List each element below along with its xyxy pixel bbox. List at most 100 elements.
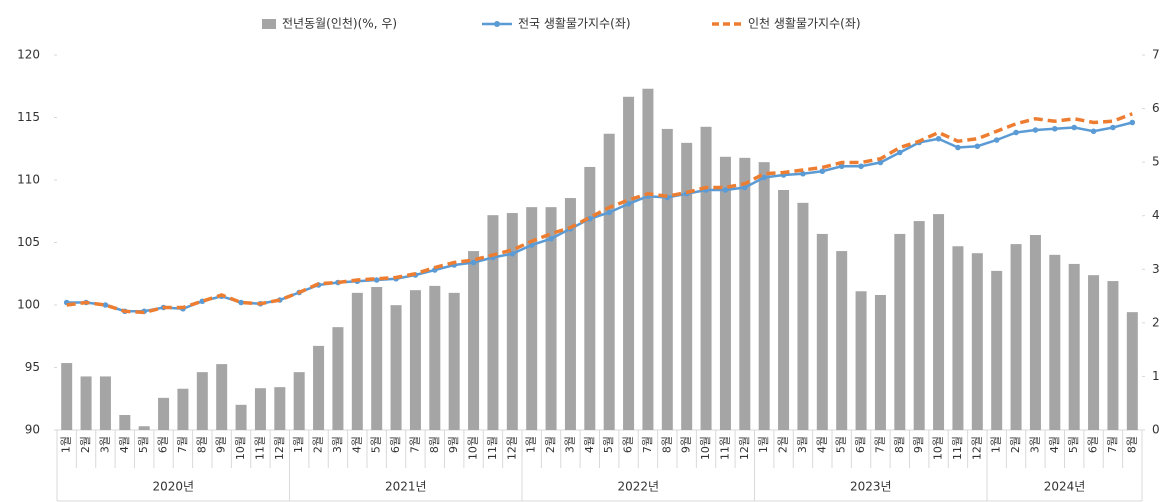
legend-label: 인천 생활물가지수(좌) [748, 16, 861, 31]
y-tick-label: 100 [17, 298, 40, 312]
x-tick-label: 6월 [854, 436, 867, 453]
bar [371, 286, 383, 430]
marker [373, 277, 380, 283]
bar [254, 388, 266, 430]
x-tick-label: 4월 [1048, 436, 1061, 453]
bar [390, 305, 402, 430]
x-tick-label: 6월 [622, 436, 635, 453]
marker [761, 174, 767, 181]
marker [993, 137, 1000, 143]
x-tick-label: 12월 [738, 436, 751, 460]
x-tick-label: 8월 [660, 436, 673, 453]
x-tick-label: 5월 [835, 436, 848, 453]
marker [1071, 124, 1077, 131]
x-tick-label: 7월 [873, 436, 886, 453]
bar [739, 157, 751, 430]
marker [1110, 124, 1116, 131]
x-tick-label: 4월 [118, 436, 131, 453]
bar [991, 270, 1003, 430]
bar [138, 426, 150, 430]
x-tick-label: 9월 [447, 436, 460, 453]
group-label: 2022년 [617, 480, 659, 494]
bar [584, 166, 596, 430]
x-tick-label: 5월 [1067, 436, 1080, 453]
dashed-line [66, 112, 1133, 315]
bar [332, 327, 344, 430]
x-tick-label: 2월 [777, 436, 790, 453]
marker [974, 143, 981, 150]
x-tick-label: 6월 [389, 436, 402, 453]
bar [177, 388, 189, 430]
y2-tick-label: 5 [1152, 155, 1160, 169]
x-tick-label: 11월 [718, 436, 731, 460]
bar [235, 404, 247, 430]
marker [1052, 125, 1058, 132]
x-tick-label: 3월 [563, 436, 576, 453]
marker [742, 184, 748, 191]
y-tick-label: 110 [17, 173, 40, 187]
x-tick-label: 3월 [331, 436, 344, 453]
bar [1029, 235, 1041, 430]
bar [468, 251, 480, 430]
x-tick-label: 4월 [583, 436, 596, 453]
bar [99, 376, 111, 430]
x-tick-label: 9월 [912, 436, 925, 453]
bar [758, 162, 770, 430]
x-tick-label: 9월 [680, 436, 693, 453]
marker [955, 144, 961, 151]
bar [313, 345, 325, 430]
y-tick-label: 120 [17, 48, 40, 62]
x-tick-label: 10월 [932, 436, 945, 460]
y2-tick-label: 1 [1152, 369, 1160, 383]
bar [1107, 281, 1119, 430]
bar [661, 128, 673, 430]
x-tick-label: 1월 [60, 436, 73, 453]
bar [894, 233, 906, 430]
bar [409, 290, 421, 430]
bar [913, 221, 925, 430]
x-tick-label: 7월 [176, 436, 189, 453]
x-tick-label: 3월 [1028, 436, 1041, 453]
marker [509, 250, 516, 257]
bar [933, 214, 945, 430]
x-tick-label: 9월 [215, 436, 228, 453]
x-tick-label: 4월 [350, 436, 363, 453]
marker [1013, 129, 1019, 136]
x-tick-label: 5월 [602, 436, 615, 453]
bar [1126, 312, 1138, 430]
x-tick-label: 7월 [1106, 436, 1119, 453]
x-tick-label: 1월 [292, 436, 305, 453]
x-tick-label: 2월 [79, 436, 92, 453]
bar [196, 372, 208, 430]
x-tick-label: 7월 [408, 436, 421, 453]
bar [603, 133, 615, 430]
group-label: 2021년 [385, 480, 427, 494]
x-tick-label: 7월 [641, 436, 654, 453]
bar [429, 285, 441, 430]
x-tick-label: 10월 [467, 436, 480, 460]
x-tick-label: 3월 [98, 436, 111, 453]
group-label: 2024년 [1044, 480, 1086, 494]
bar [816, 233, 828, 430]
y2-tick-label: 4 [1152, 208, 1160, 222]
bar [564, 198, 576, 430]
bar [623, 96, 635, 431]
x-tick-label: 5월 [137, 436, 150, 453]
x-tick-label: 8월 [428, 436, 441, 453]
y2-tick-label: 3 [1152, 262, 1160, 276]
bar [61, 363, 73, 430]
y-tick-label: 90 [25, 423, 40, 437]
x-tick-label: 11월 [486, 436, 499, 460]
legend-label: 전년동월(인천)(%, 우) [282, 16, 397, 31]
marker [897, 149, 903, 156]
x-tick-label: 4월 [815, 436, 828, 453]
x-tick-label: 8월 [195, 436, 208, 453]
group-label: 2023년 [850, 480, 892, 494]
bar [971, 253, 983, 430]
bar [719, 156, 731, 431]
y-tick-label: 115 [17, 110, 40, 124]
y2-tick-label: 6 [1152, 101, 1160, 115]
marker [877, 159, 884, 166]
bar [216, 364, 228, 430]
x-tick-label: 8월 [1125, 436, 1138, 453]
